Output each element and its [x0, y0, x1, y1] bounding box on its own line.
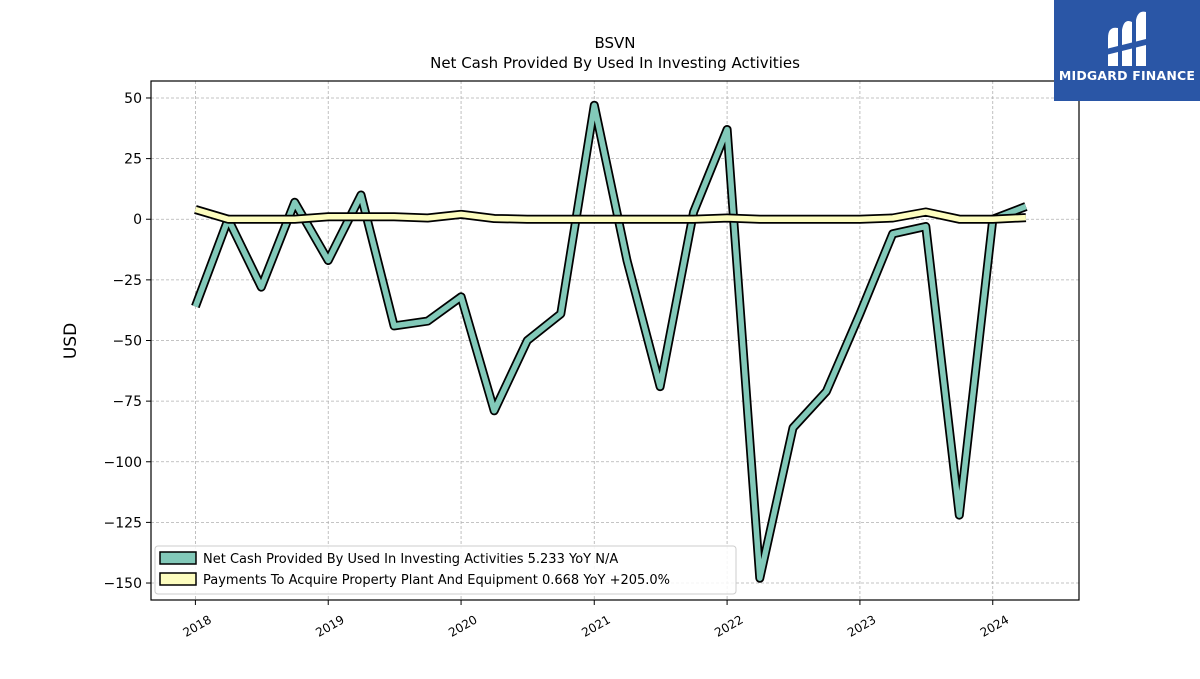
y-tick-label: −100 [104, 455, 142, 471]
chart-subtitle: Net Cash Provided By Used In Investing A… [430, 54, 800, 72]
plot-frame [150, 80, 1080, 601]
y-tick-label: −25 [112, 273, 142, 289]
legend-swatch-1 [159, 572, 197, 586]
series-0-line [192, 102, 1027, 581]
series-1-line [194, 206, 1027, 222]
y-tick-label: 0 [133, 212, 142, 228]
y-tick-label: −150 [104, 576, 142, 592]
midgard-logo-icon [1102, 11, 1150, 66]
legend-swatch-0 [159, 551, 197, 565]
y-tick-label: 50 [124, 91, 142, 107]
legend-frame [154, 545, 737, 595]
legend-label-0: Net Cash Provided By Used In Investing A… [203, 552, 618, 567]
y-tick-label: −50 [112, 334, 142, 350]
legend-label-1: Payments To Acquire Property Plant And E… [203, 573, 670, 588]
y-tick-label: −125 [104, 515, 142, 531]
brand-name: MIDGARD FINANCE [1058, 68, 1196, 83]
y-tick-label: −75 [112, 394, 142, 410]
y-axis-label: USD [61, 323, 81, 359]
y-tick-label: 25 [124, 152, 142, 168]
legend: Net Cash Provided By Used In Investing A… [154, 545, 737, 595]
brand-logo: MIDGARD FINANCE [1054, 0, 1200, 101]
chart-title: BSVN [594, 34, 635, 52]
